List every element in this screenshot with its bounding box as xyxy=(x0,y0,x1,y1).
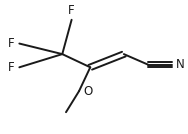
Text: F: F xyxy=(68,4,75,17)
Text: O: O xyxy=(84,85,93,98)
Text: N: N xyxy=(176,58,185,71)
Text: F: F xyxy=(8,61,15,74)
Text: F: F xyxy=(8,37,15,50)
